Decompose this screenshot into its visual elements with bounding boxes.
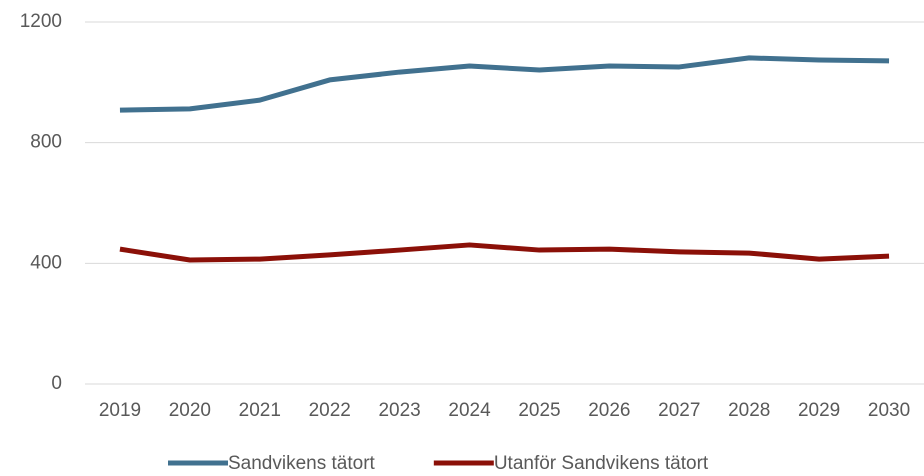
y-tick-label: 0 [51, 373, 62, 394]
x-tick-label: 2027 [658, 400, 700, 421]
y-tick-label: 1200 [20, 11, 62, 32]
y-tick-label: 800 [30, 132, 62, 153]
legend-label: Sandvikens tätort [228, 453, 376, 474]
series-line [119, 242, 890, 263]
y-tick-label: 400 [30, 252, 62, 273]
x-tick-label: 2021 [239, 400, 281, 421]
x-tick-label: 2022 [309, 400, 351, 421]
x-tick-label: 2020 [169, 400, 211, 421]
x-tick-label: 2023 [378, 400, 420, 421]
x-tick-label: 2025 [518, 400, 560, 421]
x-tick-label: 2024 [448, 400, 491, 421]
x-tick-label: 2028 [728, 400, 770, 421]
legend-label: Utanför Sandvikens tätort [494, 453, 709, 474]
x-tick-label: 2019 [99, 400, 141, 421]
x-tick-label: 2026 [588, 400, 630, 421]
x-tick-label: 2030 [868, 400, 910, 421]
series-line [119, 55, 890, 113]
x-tick-label: 2029 [798, 400, 840, 421]
